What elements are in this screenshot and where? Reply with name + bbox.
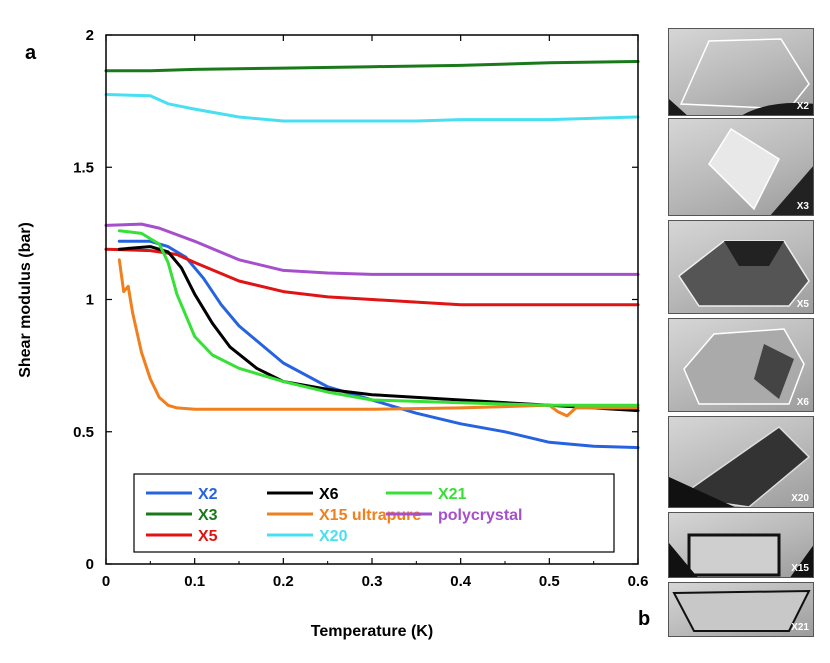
x-tick-label: 0.6: [628, 573, 649, 590]
panel-a-label: a: [25, 42, 37, 64]
sample-photo-caption: X6: [796, 397, 809, 408]
sample-photo-x3: X3: [668, 118, 814, 216]
crystal-photo: [708, 127, 813, 215]
y-tick-label: 0: [86, 556, 94, 573]
crystal-photo: [669, 426, 811, 507]
panel-b-label: b: [638, 608, 651, 630]
crystal-photo: [669, 38, 813, 115]
series-line-x2: [117, 239, 640, 450]
sample-photo-x6: X6: [668, 318, 814, 412]
x-tick-label: 0.4: [450, 573, 472, 590]
sample-photo-x15: X15: [668, 512, 814, 578]
legend-entry: X5: [198, 528, 218, 545]
x-tick-label: 0.5: [539, 573, 560, 590]
legend-box: [133, 473, 615, 553]
sample-photo-x5: X5: [668, 220, 814, 314]
y-tick-label: 2: [86, 27, 94, 44]
crystal-photo: [683, 328, 805, 405]
sample-photo-x2: X2: [668, 28, 814, 116]
crystal-photo: [669, 533, 813, 577]
series-line-polycrystal: [104, 222, 640, 276]
series-line-x21: [117, 229, 640, 407]
series-line-x3: [104, 60, 640, 73]
y-tick-label: 0.5: [73, 424, 94, 441]
sample-photo-caption: X21: [791, 622, 809, 633]
legend: X2 X3 X5 X6 X15 ultrapure X20 X21 polycrystal: [133, 473, 615, 553]
shear-modulus-chart: 0 0.1 0.2 0.3 0.4 0.5 0.6 0 0.5 1 1.5 2 Temperature…: [17, 27, 649, 640]
legend-entry: X3: [198, 507, 218, 524]
sample-photo-caption: X2: [796, 101, 809, 112]
y-tick-label: 1: [86, 292, 94, 309]
x-tick-label: 0.2: [273, 573, 294, 590]
sample-photo-caption: X5: [796, 299, 809, 310]
y-axis-label: Shear modulus (bar): [17, 222, 34, 378]
legend-entry: polycrystal: [438, 507, 522, 524]
sample-photo-caption: X15: [791, 563, 809, 574]
series-line-x6: [117, 245, 640, 413]
x-tick-label: 0.3: [362, 573, 383, 590]
series-line-x15-ultrapure: [117, 258, 640, 418]
crystal-photo: [677, 240, 810, 307]
x-tick-label: 0.1: [184, 573, 205, 590]
x-axis-label: Temperature (K): [311, 623, 433, 640]
series-line-x20: [104, 93, 640, 123]
legend-entry: X20: [319, 528, 348, 545]
legend-entry: X6: [319, 486, 339, 503]
series-line-x5: [104, 247, 640, 307]
sample-photo-x20: X20: [668, 416, 814, 508]
sample-photo-caption: X3: [796, 201, 809, 212]
legend-entry: X15 ultrapure: [319, 507, 421, 524]
x-tick-label: 0: [102, 573, 110, 590]
sample-photo-caption: X20: [791, 493, 809, 504]
y-tick-label: 1.5: [73, 159, 94, 176]
legend-entry: X21: [438, 486, 467, 503]
crystal-photo: [672, 589, 811, 632]
legend-entry: X2: [198, 486, 218, 503]
sample-photo-x21: X21: [668, 582, 814, 637]
